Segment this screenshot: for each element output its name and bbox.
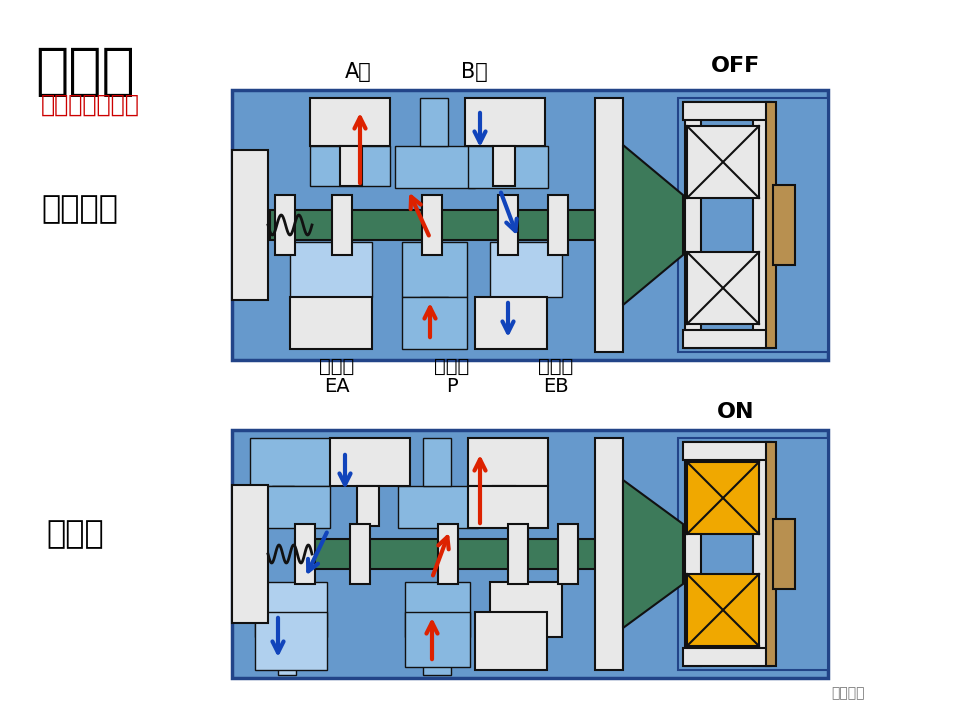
Bar xyxy=(402,297,467,349)
Bar xyxy=(773,519,795,589)
Bar xyxy=(398,486,478,528)
Bar xyxy=(683,330,771,348)
Bar xyxy=(232,90,828,360)
Bar xyxy=(395,146,475,188)
Text: 排气口: 排气口 xyxy=(539,357,574,376)
Bar xyxy=(357,486,379,526)
Bar xyxy=(687,252,759,324)
Bar xyxy=(272,486,294,526)
Bar xyxy=(340,146,362,186)
Bar xyxy=(250,486,330,528)
Bar xyxy=(498,195,518,255)
Text: A口: A口 xyxy=(345,62,372,82)
Bar xyxy=(687,126,759,198)
Bar xyxy=(490,242,562,297)
Bar xyxy=(493,486,515,526)
Bar xyxy=(687,462,759,534)
Text: P: P xyxy=(446,377,458,396)
Bar xyxy=(687,574,759,646)
Bar xyxy=(558,524,578,584)
Bar xyxy=(685,102,701,348)
Bar xyxy=(468,438,548,486)
Bar xyxy=(685,442,701,666)
Bar xyxy=(475,297,547,349)
Bar xyxy=(310,98,390,146)
Bar xyxy=(766,442,776,666)
Text: EB: EB xyxy=(543,377,569,396)
Bar xyxy=(270,210,615,240)
Text: ON: ON xyxy=(717,402,755,422)
Bar xyxy=(508,297,526,347)
Bar xyxy=(332,195,352,255)
Bar xyxy=(420,98,448,146)
Bar xyxy=(683,648,771,666)
Bar xyxy=(328,297,346,347)
Text: （直接配管式）: （直接配管式） xyxy=(40,93,139,117)
Bar xyxy=(475,612,547,670)
Bar xyxy=(493,146,515,186)
Text: 直动式: 直动式 xyxy=(36,45,134,99)
Bar xyxy=(678,438,828,670)
Bar xyxy=(405,582,470,637)
Bar xyxy=(350,524,370,584)
Bar xyxy=(548,195,568,255)
Bar xyxy=(465,98,545,146)
Bar xyxy=(255,582,327,637)
Bar xyxy=(753,102,769,348)
Bar xyxy=(405,612,470,667)
Bar xyxy=(508,524,528,584)
Bar xyxy=(438,524,458,584)
Bar xyxy=(330,438,410,486)
Bar xyxy=(423,637,451,675)
Bar xyxy=(595,98,623,352)
Bar xyxy=(766,102,776,348)
Text: 通电时: 通电时 xyxy=(46,520,104,551)
Bar xyxy=(232,150,268,300)
Bar xyxy=(490,582,562,637)
Text: 排气口: 排气口 xyxy=(320,357,354,376)
Text: 压力口: 压力口 xyxy=(434,357,469,376)
Bar xyxy=(420,297,448,347)
Bar xyxy=(595,438,623,670)
Bar xyxy=(468,146,548,188)
Bar xyxy=(278,637,296,675)
Bar xyxy=(290,297,372,349)
Bar xyxy=(250,438,330,486)
Bar xyxy=(310,146,390,186)
Bar xyxy=(255,612,327,670)
Bar xyxy=(423,438,451,486)
Bar xyxy=(232,485,268,623)
Bar xyxy=(402,242,467,297)
Polygon shape xyxy=(623,480,683,628)
Text: OFF: OFF xyxy=(711,56,760,76)
Bar xyxy=(295,524,315,584)
Bar xyxy=(422,195,442,255)
Polygon shape xyxy=(623,145,683,305)
Bar xyxy=(773,185,795,265)
Bar xyxy=(295,539,625,569)
Bar xyxy=(290,242,372,297)
Text: 不通电时: 不通电时 xyxy=(41,194,118,225)
Bar xyxy=(275,195,295,255)
Bar xyxy=(683,442,771,460)
Bar xyxy=(678,98,828,352)
Bar xyxy=(753,442,769,666)
Bar xyxy=(683,102,771,120)
Bar xyxy=(232,430,828,678)
Text: EA: EA xyxy=(324,377,349,396)
Text: B口: B口 xyxy=(461,62,488,82)
Text: 电工之家: 电工之家 xyxy=(831,686,865,700)
Bar xyxy=(468,486,548,528)
